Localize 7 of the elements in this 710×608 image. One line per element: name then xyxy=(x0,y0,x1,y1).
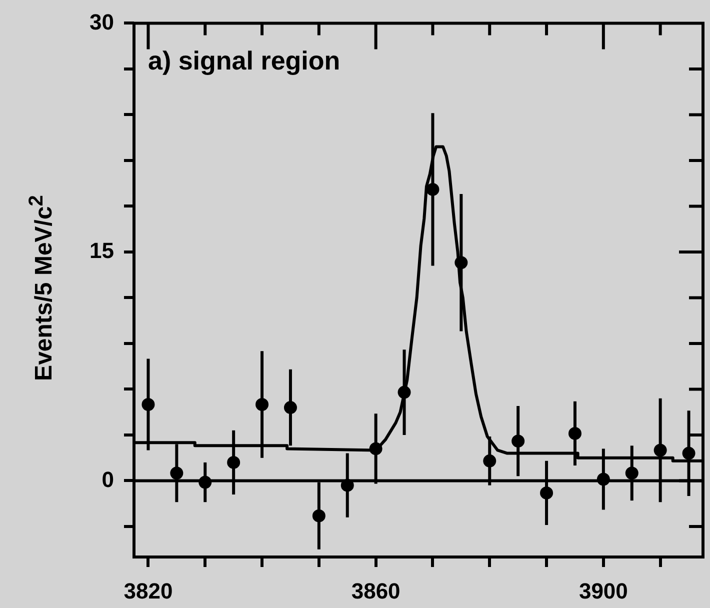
x-tick-label: 3820 xyxy=(124,578,173,604)
y-tick-label: 30 xyxy=(90,9,114,34)
annotation: a) signal region xyxy=(148,45,340,76)
x-tick-label: 3860 xyxy=(351,578,400,604)
y-tick-label: 0 xyxy=(102,466,114,492)
x-tick-label: 3900 xyxy=(578,578,628,604)
y-tick-label: 15 xyxy=(90,238,114,264)
